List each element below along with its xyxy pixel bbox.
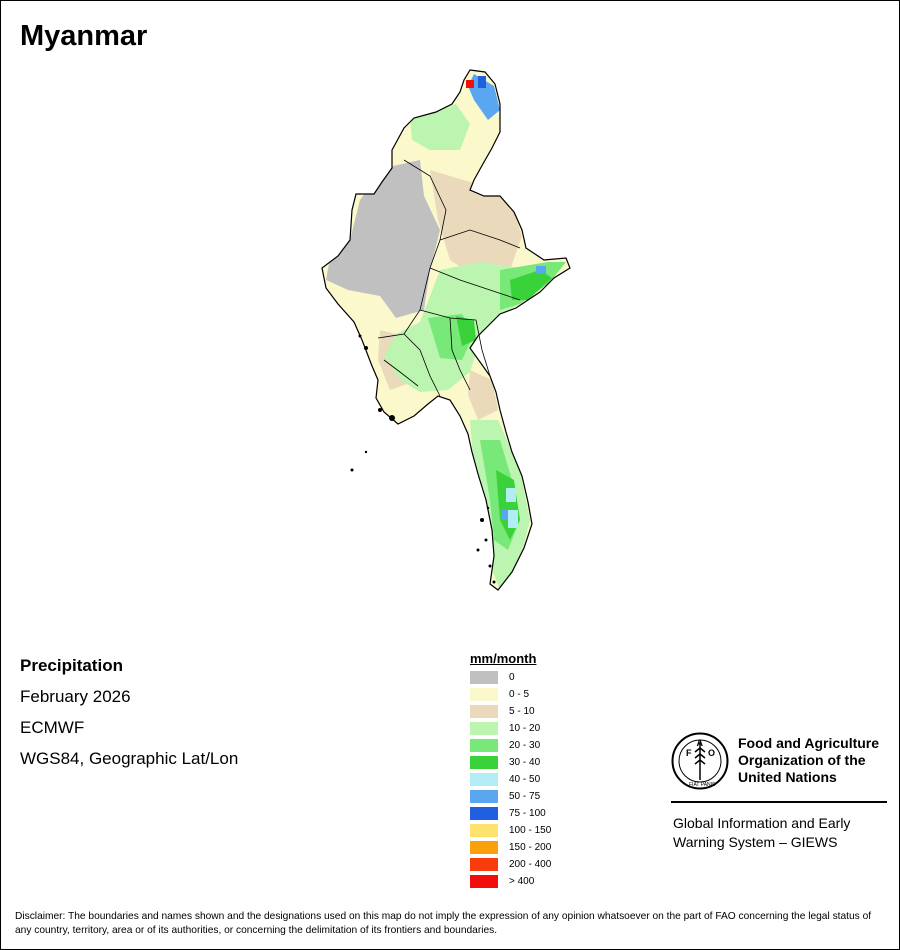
admin-boundaries [377,159,521,397]
legend-swatch [470,705,498,718]
legend-item: 30 - 40 [470,754,551,771]
fao-logo-icon: F A O FIAT PANIS [671,732,729,790]
precipitation-map [321,69,571,591]
coastal-islands [350,334,496,584]
legend-swatch [470,739,498,752]
precipitation-raster [322,70,570,590]
legend-label: 40 - 50 [509,774,541,785]
fao-letter-a: A [697,738,704,748]
legend-item: > 400 [470,873,551,890]
legend-label: 150 - 200 [509,842,552,853]
legend-label: 20 - 30 [509,740,541,751]
legend-label: 10 - 20 [509,723,541,734]
legend-item: 40 - 50 [470,771,551,788]
legend-item: 0 - 5 [470,686,551,703]
legend-label: 0 - 5 [509,689,530,700]
legend-swatch [470,807,498,820]
map-info: Precipitation February 2026 ECMWF WGS84,… [20,656,238,780]
legend-item: 75 - 100 [470,805,551,822]
legend-item: 200 - 400 [470,856,551,873]
legend-label: 50 - 75 [509,791,541,802]
legend-label: 30 - 40 [509,757,541,768]
legend-label: 5 - 10 [509,706,535,717]
legend-label: 200 - 400 [509,859,552,870]
fao-org-line: United Nations [738,769,837,785]
legend-item: 100 - 150 [470,822,551,839]
legend-swatch [470,671,498,684]
source-label: ECMWF [20,718,85,737]
period-label: February 2026 [20,687,131,706]
disclaimer: Disclaimer: The boundaries and names sho… [15,911,872,936]
fao-motto: FIAT PANIS [689,782,716,788]
legend-swatch [470,824,498,837]
fao-org-line: Organization of the [738,752,866,768]
giews-line: Warning System – GIEWS [673,834,838,850]
legend-item: 50 - 75 [470,788,551,805]
legend-swatch [470,722,498,735]
legend-label: 0 [509,672,515,683]
legend-rows: 0 0 - 5 5 - 10 10 - 20 20 - 30 30 - 40 40 - 50… [470,669,551,890]
legend-swatch [470,841,498,854]
giews-line: Global Information and Early [673,815,851,831]
legend-swatch [470,790,498,803]
fao-org-line: Food and Agriculture [738,735,880,751]
legend-item: 5 - 10 [470,703,551,720]
fao-org-name: Food and Agriculture Organization of the… [738,735,898,786]
legend-swatch [470,858,498,871]
legend-unit: mm/month [470,651,537,666]
legend-label: 100 - 150 [509,825,552,836]
legend-label: 75 - 100 [509,808,546,819]
legend-item: 20 - 30 [470,737,551,754]
legend-swatch [470,875,498,888]
legend-label: > 400 [509,876,535,887]
fao-letter-f: F [686,748,692,758]
fao-letter-o: O [708,748,715,758]
legend-item: 10 - 20 [470,720,551,737]
legend: mm/month 0 0 - 5 5 - 10 10 - 20 20 - 30 30 - … [470,651,551,890]
variable-label: Precipitation [20,656,123,675]
legend-swatch [470,773,498,786]
fao-divider [671,801,887,803]
giews-name: Global Information and Early Warning Sys… [673,814,893,852]
projection-label: WGS84, Geographic Lat/Lon [20,749,239,768]
legend-swatch [470,756,498,769]
legend-item: 150 - 200 [470,839,551,856]
legend-swatch [470,688,498,701]
legend-item: 0 [470,669,551,686]
map-title: Myanmar [20,20,148,52]
